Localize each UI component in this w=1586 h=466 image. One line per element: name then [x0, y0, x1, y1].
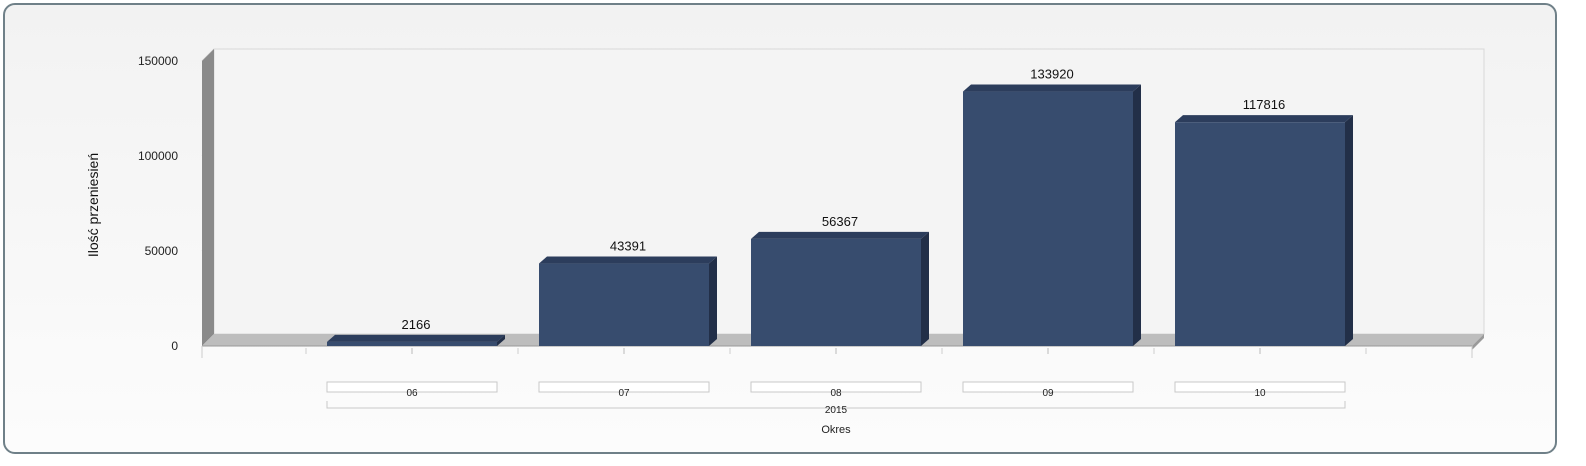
- group-bracket: [326, 401, 1346, 409]
- x-group-label: 2015: [825, 405, 848, 416]
- x-tick-label: 07: [618, 388, 630, 399]
- category-box: [1174, 381, 1346, 393]
- bars-layer: 2166 43391 56367 133920 117816: [327, 67, 1353, 346]
- category-box: [750, 381, 922, 393]
- bar-side: [921, 231, 929, 346]
- bar-top: [1175, 115, 1353, 123]
- bar-side: [1345, 115, 1353, 346]
- bar: 56367: [751, 214, 929, 346]
- y-tick-labels: 0 50000 100000 150000: [138, 54, 178, 353]
- bar-front: [1175, 122, 1345, 346]
- x-axis-label: Okres: [821, 424, 851, 436]
- bar-top: [539, 256, 717, 264]
- bar: 43391: [539, 239, 717, 346]
- bar-front: [963, 91, 1133, 346]
- bar: 2166: [327, 317, 505, 346]
- bar-value-label: 2166: [402, 317, 431, 332]
- x-tick-label: 10: [1254, 388, 1266, 399]
- bar-front: [327, 341, 497, 346]
- bar-side: [709, 256, 717, 346]
- category-box: [538, 381, 710, 393]
- x-tick-label: 08: [830, 388, 842, 399]
- category-box: [326, 381, 498, 393]
- bar: 117816: [1175, 97, 1353, 346]
- category-box: [962, 381, 1134, 393]
- x-tick-label: 06: [406, 388, 418, 399]
- bar-value-label: 117816: [1243, 97, 1285, 112]
- bar-front: [751, 238, 921, 346]
- bar-value-label: 56367: [822, 214, 858, 229]
- bar: 133920: [963, 67, 1141, 346]
- y-axis-label: Ilość przeniesień: [85, 153, 101, 257]
- x-category-labels: 06 07 08 09 10: [201, 346, 1473, 409]
- y-tick-label: 0: [171, 339, 178, 353]
- bar-side: [497, 334, 505, 346]
- bar-side: [1133, 84, 1141, 346]
- bar-value-label: 133920: [1030, 67, 1073, 82]
- bar-value-label: 43391: [610, 239, 646, 254]
- bar-top: [751, 231, 929, 239]
- y-tick-label: 50000: [145, 244, 179, 258]
- y-tick-label: 100000: [138, 149, 178, 163]
- x-tick-label: 09: [1042, 388, 1054, 399]
- y-tick-label: 150000: [138, 54, 178, 68]
- bar-top: [963, 84, 1141, 92]
- bar-front: [539, 263, 709, 346]
- bar-top: [327, 334, 505, 342]
